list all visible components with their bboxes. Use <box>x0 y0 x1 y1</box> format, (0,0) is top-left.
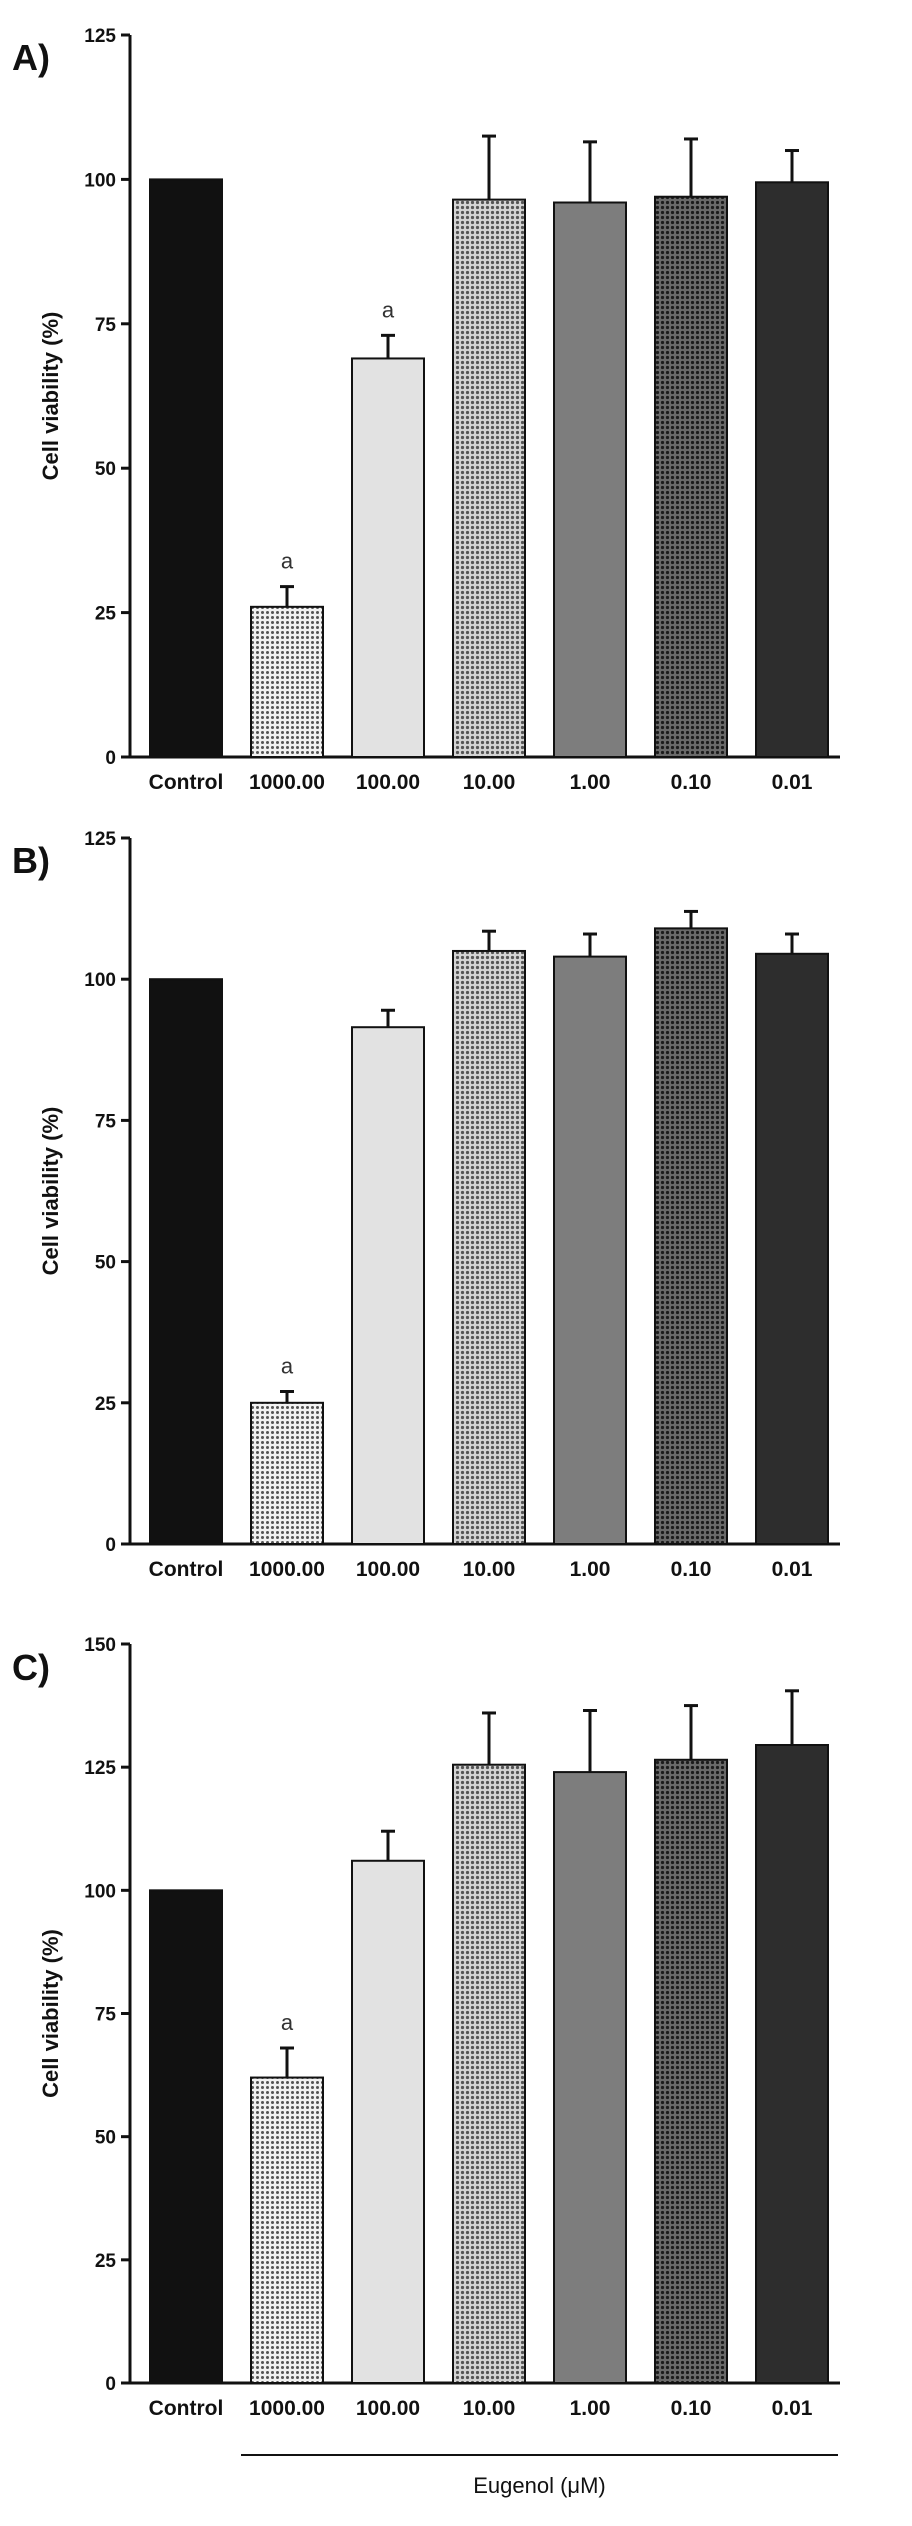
panel-1: A) 0 25 50 75 100 125 Cell viability (%) Control… <box>12 26 840 794</box>
y-tick-label: 0 <box>105 748 116 769</box>
significance-label: a <box>281 1354 294 1379</box>
significance-label: a <box>382 297 395 322</box>
y-tick-label: 125 <box>84 26 116 47</box>
x-tick-label: Control <box>149 771 224 794</box>
x-tick-label: 0.10 <box>671 2397 712 2420</box>
bar-100.00 <box>351 1859 425 2384</box>
x-tick-label: 10.00 <box>463 771 516 794</box>
bar-1.00 <box>553 1771 627 2385</box>
x-tick-label: 10.00 <box>463 1558 516 1581</box>
bar-1000.00 <box>250 1401 324 1546</box>
y-tick-label: 100 <box>84 1881 116 1902</box>
bar-0.01 <box>755 952 829 1545</box>
x-tick-label: 0.01 <box>772 2397 813 2420</box>
y-tick-label: 150 <box>84 1635 116 1656</box>
y-tick-label: 25 <box>95 1394 117 1415</box>
bar-1.00 <box>553 201 627 758</box>
x-tick-label: 1000.00 <box>249 1558 325 1581</box>
x-tick-label: 1.00 <box>570 2397 611 2420</box>
x-tick-label: 1000.00 <box>249 771 325 794</box>
panel-2: B) 0 25 50 75 100 125 Cell viability (%) Control… <box>12 829 840 1581</box>
x-tick-label: 0.10 <box>671 771 712 794</box>
panel-label: A) <box>12 37 50 78</box>
x-tick-label: Control <box>149 1558 224 1581</box>
x-axis-label: Eugenol (μM) <box>473 2473 606 2498</box>
bar-Control <box>149 1889 223 2385</box>
bar-1000.00 <box>250 2076 324 2384</box>
x-tick-label: 0.10 <box>671 1558 712 1581</box>
y-tick-label: 125 <box>84 1758 116 1779</box>
x-tick-label: 100.00 <box>356 771 420 794</box>
x-tick-label: 100.00 <box>356 2397 420 2420</box>
y-tick-label: 50 <box>95 459 116 480</box>
bar-0.10 <box>654 195 728 758</box>
x-tick-label: 100.00 <box>356 1558 420 1581</box>
y-tick-label: 0 <box>105 1535 116 1556</box>
panel-label: B) <box>12 840 50 881</box>
y-tick-label: 100 <box>84 970 116 991</box>
panel-label: C) <box>12 1647 50 1688</box>
bar-Control <box>149 978 223 1545</box>
y-tick-label: 50 <box>95 2128 116 2149</box>
y-tick-label: 25 <box>95 2251 117 2272</box>
y-tick-label: 125 <box>84 829 116 850</box>
x-tick-label: 1.00 <box>570 1558 611 1581</box>
y-tick-label: 75 <box>95 2005 117 2026</box>
y-axis-label: Cell viability (%) <box>38 312 63 481</box>
y-tick-label: 50 <box>95 1253 116 1274</box>
y-tick-label: 100 <box>84 170 116 191</box>
bar-1000.00 <box>250 605 324 758</box>
y-tick-label: 75 <box>95 315 117 336</box>
y-axis-label: Cell viability (%) <box>38 1929 63 2098</box>
bar-Control <box>149 178 223 758</box>
bar-10.00 <box>452 949 526 1545</box>
bar-100.00 <box>351 357 425 758</box>
bar-0.10 <box>654 927 728 1545</box>
bar-0.01 <box>755 1743 829 2385</box>
y-tick-label: 0 <box>105 2374 116 2395</box>
x-tick-label: 0.01 <box>772 771 813 794</box>
bar-0.10 <box>654 1758 728 2384</box>
bar-10.00 <box>452 198 526 758</box>
significance-label: a <box>281 549 294 574</box>
y-tick-label: 25 <box>95 604 117 625</box>
x-tick-label: 1.00 <box>570 771 611 794</box>
significance-label: a <box>281 2010 294 2035</box>
bar-1.00 <box>553 955 627 1545</box>
y-axis-label: Cell viability (%) <box>38 1107 63 1276</box>
bar-0.01 <box>755 181 829 758</box>
y-tick-label: 75 <box>95 1111 117 1132</box>
x-tick-label: 1000.00 <box>249 2397 325 2420</box>
x-tick-label: 10.00 <box>463 2397 516 2420</box>
x-tick-label: Control <box>149 2397 224 2420</box>
panel-3: C) 0 25 50 75 100 125 150 Cell viability (%) Cont… <box>12 1635 840 2498</box>
x-tick-label: 0.01 <box>772 1558 813 1581</box>
bar-10.00 <box>452 1763 526 2385</box>
bar-100.00 <box>351 1026 425 1545</box>
